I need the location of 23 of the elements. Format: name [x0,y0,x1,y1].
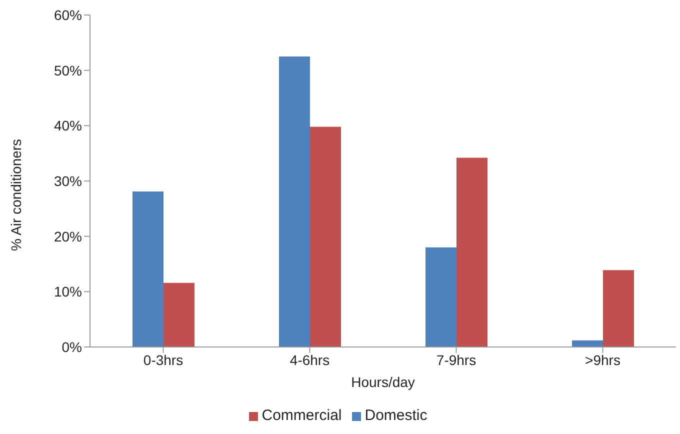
y-tick-label: 0% [62,338,82,355]
y-tick-label: 60% [54,6,82,23]
legend-label: Commercial [262,407,342,424]
y-tick-label: 40% [54,118,82,134]
bar [278,56,310,347]
y-tick-label: 50% [54,62,82,78]
bar [163,282,194,347]
bar [425,247,456,347]
x-tick-label: >9hrs [585,352,620,368]
legend-label: Domestic [364,407,428,424]
x-axis-title: Hours/day [351,374,415,390]
y-axis-title: % Air conditioners [8,138,24,251]
y-tick-label: 20% [54,228,82,244]
x-tick-label: 7-9hrs [436,352,476,368]
bar [456,158,488,347]
bar [572,340,603,347]
x-tick-label: 0-3hrs [143,352,184,368]
bar [602,270,634,347]
y-tick-label: 30% [54,172,82,189]
bar [310,126,341,347]
y-tick-label: 10% [54,284,82,300]
bar [132,192,164,347]
x-tick-label: 4-6hrs [290,352,330,368]
